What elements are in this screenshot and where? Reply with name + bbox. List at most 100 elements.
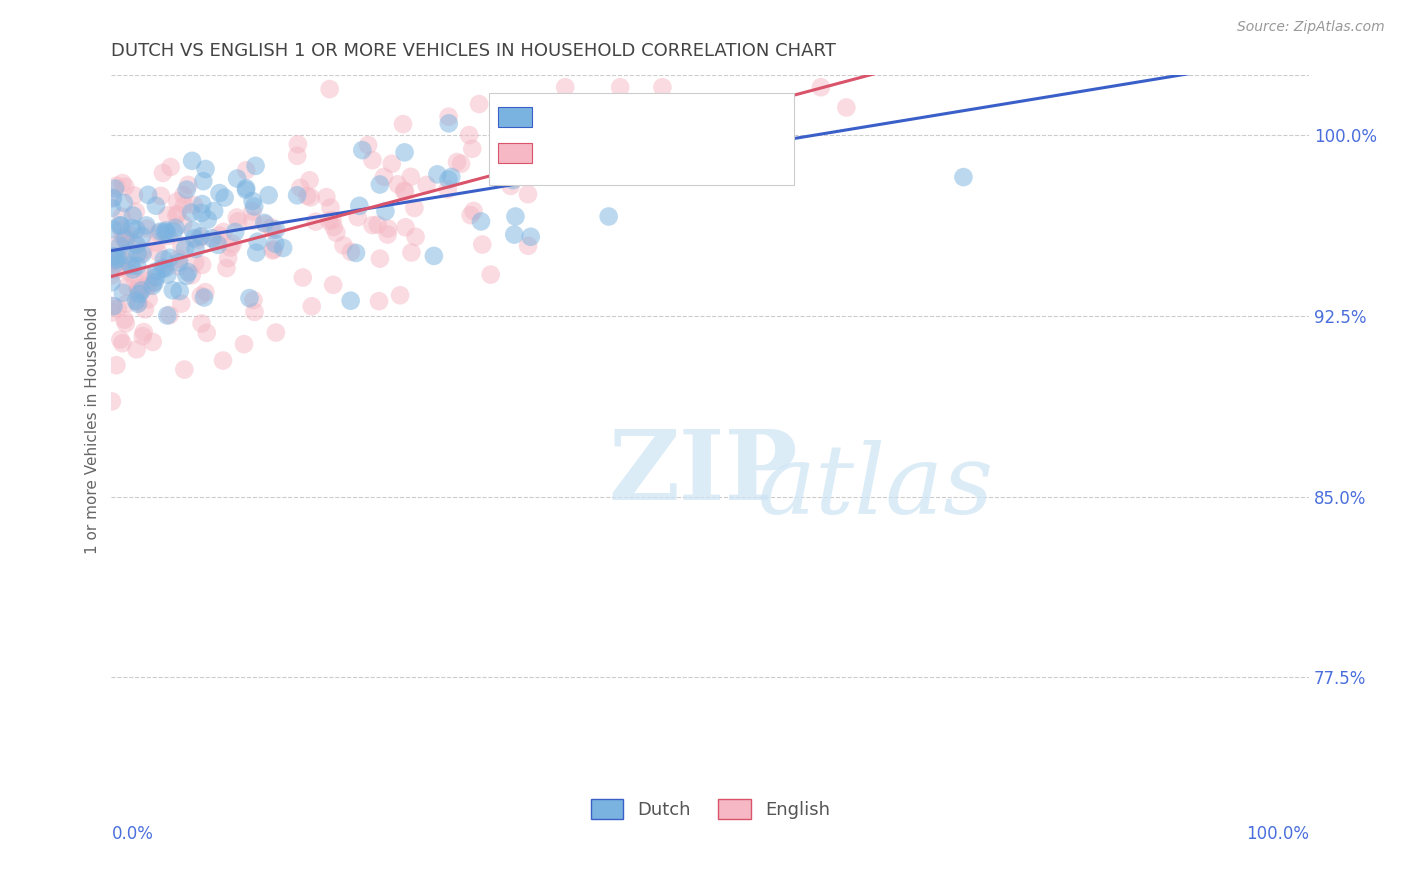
Point bbox=[111, 253, 134, 268]
Point bbox=[208, 228, 231, 243]
Point bbox=[243, 199, 266, 213]
Point bbox=[101, 222, 124, 236]
Point bbox=[184, 255, 207, 269]
Point bbox=[257, 188, 280, 202]
Point bbox=[626, 116, 648, 130]
Text: Source: ZipAtlas.com: Source: ZipAtlas.com bbox=[1237, 20, 1385, 34]
Point bbox=[194, 285, 217, 300]
Point bbox=[122, 188, 145, 202]
Point bbox=[340, 244, 363, 259]
Point bbox=[332, 238, 354, 252]
Point bbox=[150, 261, 173, 276]
Point bbox=[423, 249, 446, 263]
Point bbox=[394, 145, 416, 160]
Point bbox=[212, 353, 235, 368]
Point bbox=[404, 201, 426, 215]
Point bbox=[297, 189, 319, 203]
Point bbox=[264, 236, 287, 251]
Point bbox=[167, 252, 190, 266]
Point bbox=[318, 82, 340, 96]
Point bbox=[810, 80, 832, 95]
Point bbox=[100, 268, 122, 283]
Point bbox=[120, 259, 142, 273]
Point bbox=[226, 171, 249, 186]
Point bbox=[135, 219, 157, 233]
Point bbox=[503, 227, 526, 242]
Point bbox=[167, 260, 190, 274]
Text: 0.0%: 0.0% bbox=[111, 824, 153, 843]
Point bbox=[461, 142, 484, 156]
Point bbox=[127, 297, 149, 311]
Point bbox=[188, 229, 211, 244]
Point bbox=[318, 214, 340, 228]
Point bbox=[245, 159, 267, 173]
Point bbox=[138, 273, 160, 287]
Point bbox=[125, 293, 148, 308]
Point bbox=[169, 284, 191, 298]
Point bbox=[468, 97, 491, 112]
Point bbox=[368, 178, 391, 192]
Point bbox=[394, 185, 416, 199]
Point bbox=[264, 326, 287, 340]
Point bbox=[107, 237, 129, 252]
Point bbox=[104, 253, 127, 268]
Point bbox=[368, 294, 391, 309]
Point bbox=[103, 299, 125, 313]
Point bbox=[174, 241, 197, 255]
Point bbox=[392, 184, 415, 198]
Point bbox=[361, 218, 384, 232]
Point bbox=[835, 100, 858, 114]
Point bbox=[143, 276, 166, 290]
Point bbox=[180, 205, 202, 219]
Point bbox=[243, 305, 266, 319]
Point bbox=[177, 265, 200, 279]
Point bbox=[187, 233, 209, 247]
Point bbox=[156, 268, 179, 282]
Point bbox=[458, 128, 481, 142]
Point bbox=[103, 253, 125, 268]
Point bbox=[127, 246, 149, 260]
Point bbox=[373, 169, 395, 184]
Point bbox=[245, 245, 267, 260]
Point bbox=[115, 236, 138, 251]
Point bbox=[224, 225, 246, 239]
Point bbox=[159, 308, 181, 322]
Point bbox=[479, 268, 502, 282]
Point bbox=[212, 225, 235, 239]
Point bbox=[101, 190, 124, 204]
Point bbox=[173, 188, 195, 202]
Point bbox=[415, 178, 437, 192]
Point bbox=[460, 208, 482, 222]
Point bbox=[153, 225, 176, 239]
Point bbox=[724, 128, 747, 142]
Point bbox=[219, 241, 242, 255]
Point bbox=[111, 336, 134, 351]
Y-axis label: 1 or more Vehicles in Household: 1 or more Vehicles in Household bbox=[86, 307, 100, 554]
Point bbox=[262, 223, 284, 237]
Point bbox=[156, 309, 179, 323]
Point bbox=[190, 288, 212, 302]
Point bbox=[285, 188, 308, 202]
Point bbox=[165, 220, 187, 235]
Point bbox=[110, 333, 132, 347]
Point bbox=[437, 116, 460, 130]
Point bbox=[352, 143, 374, 157]
Point bbox=[100, 305, 122, 319]
Point bbox=[100, 201, 122, 215]
Point bbox=[322, 277, 344, 292]
Point bbox=[201, 231, 224, 245]
Point bbox=[111, 210, 134, 224]
Point bbox=[517, 187, 540, 202]
Point bbox=[145, 264, 167, 278]
Point bbox=[361, 153, 384, 168]
Point bbox=[190, 229, 212, 244]
Point bbox=[115, 279, 138, 293]
FancyBboxPatch shape bbox=[489, 93, 794, 186]
Point bbox=[173, 362, 195, 376]
Point bbox=[471, 237, 494, 252]
Point bbox=[125, 237, 148, 252]
Point bbox=[138, 293, 160, 307]
Point bbox=[125, 204, 148, 219]
Point bbox=[242, 214, 264, 228]
Point bbox=[519, 229, 541, 244]
